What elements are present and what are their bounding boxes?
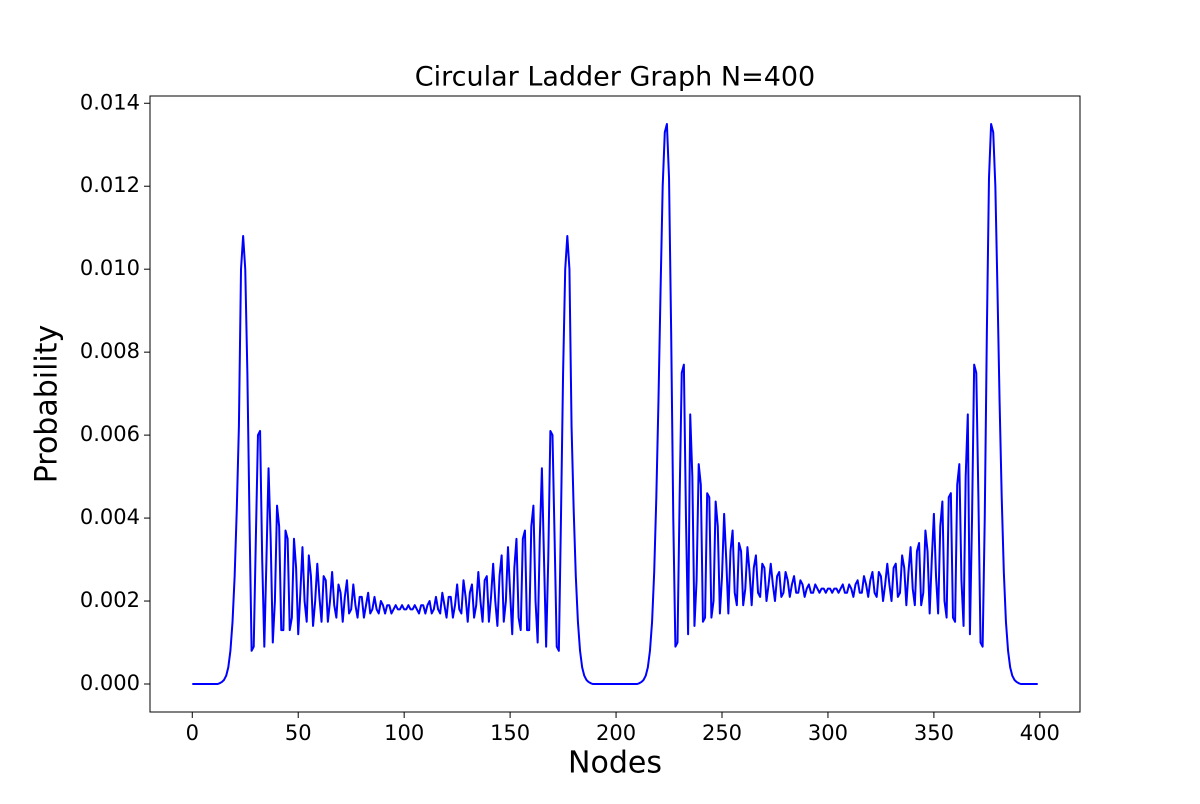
- y-tick-label: 0.014: [80, 90, 140, 114]
- chart-title: Circular Ladder Graph N=400: [415, 62, 815, 93]
- y-tick-label: 0.002: [80, 588, 140, 612]
- x-tick-label: 200: [596, 721, 636, 745]
- y-tick-label: 0.000: [80, 671, 140, 695]
- y-tick-label: 0.010: [80, 256, 140, 280]
- x-tick-label: 50: [285, 721, 312, 745]
- y-tick-label: 0.006: [80, 422, 140, 446]
- x-tick-label: 0: [186, 721, 199, 745]
- x-tick-label: 400: [1020, 721, 1060, 745]
- x-tick-label: 100: [384, 721, 424, 745]
- x-axis-label: Nodes: [568, 746, 662, 781]
- x-tick-label: 150: [490, 721, 530, 745]
- y-tick-label: 0.012: [80, 173, 140, 197]
- y-axis-label: Probability: [30, 325, 65, 484]
- y-tick-label: 0.008: [80, 339, 140, 363]
- plot-frame: [149, 95, 1081, 713]
- data-line: [192, 123, 1038, 685]
- x-tick-label: 350: [914, 721, 954, 745]
- x-tick-label: 250: [702, 721, 742, 745]
- y-tick-label: 0.004: [80, 505, 140, 529]
- x-tick-label: 300: [808, 721, 848, 745]
